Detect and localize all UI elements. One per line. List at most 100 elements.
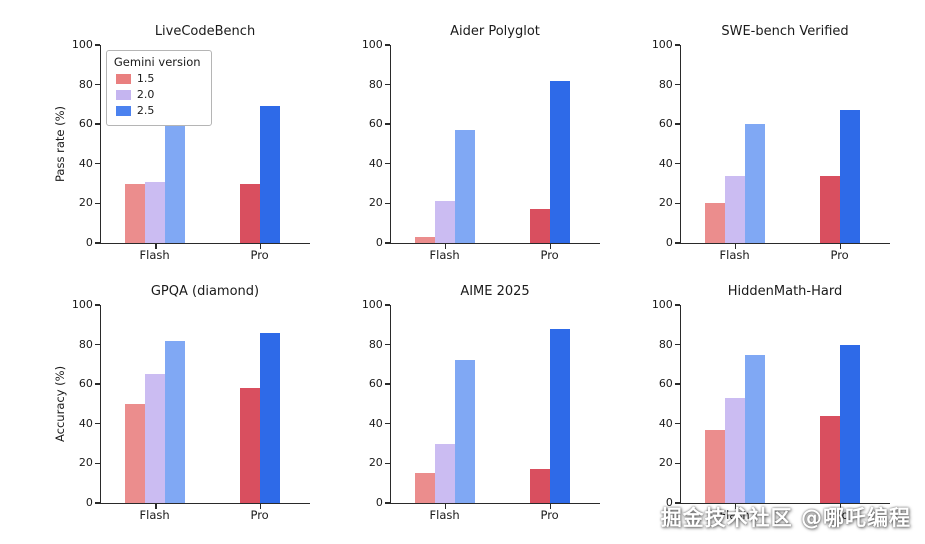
y-tick-mark — [94, 123, 100, 125]
y-tick-label: 20 — [368, 456, 383, 470]
y-tick-label: 20 — [658, 456, 673, 470]
y-tick-mark — [94, 163, 100, 165]
y-tick-label: 80 — [368, 77, 383, 91]
bar-pro-2.5 — [259, 332, 280, 503]
y-tick-mark — [674, 163, 680, 165]
legend: Gemini version 1.5 2.0 2.5 — [105, 50, 212, 126]
y-tick-mark — [384, 343, 390, 346]
legend-label: 2.5 — [136, 104, 155, 117]
y-axis-label — [632, 45, 648, 243]
plot-area — [94, 304, 310, 509]
bar-pro-1.5 — [239, 388, 260, 503]
y-tick-label: 20 — [658, 196, 673, 210]
bar-flash-2.0 — [725, 175, 746, 243]
chart-body: 0 20 40 60 80 100 — [632, 39, 890, 249]
x-axis: Flash Pro — [390, 504, 600, 522]
y-tick-label: 60 — [368, 117, 383, 131]
y-tick-label: 80 — [658, 77, 673, 91]
y-tick-label: 20 — [78, 196, 93, 210]
bar-flash-2.5 — [165, 122, 186, 243]
y-tick-label: 40 — [368, 416, 383, 430]
bar-pro-2.5 — [549, 328, 570, 503]
chart-panel: SWE-bench Verified 0 20 40 60 80 100 Flash Pro — [632, 24, 890, 262]
y-tick-mark — [674, 202, 680, 204]
y-tick-label: 80 — [368, 337, 383, 351]
bar-pro-1.5 — [819, 175, 840, 243]
bar-pro-2.5 — [839, 110, 860, 243]
y-axis: 0 20 40 60 80 100 — [68, 39, 100, 249]
watermark-text: 掘金技术社区 @哪吒编程 — [660, 506, 911, 530]
x-tick-label: Flash — [719, 508, 750, 522]
x-axis: Flash Pro — [680, 244, 890, 262]
y-tick-label: 40 — [658, 156, 673, 170]
y-tick-label: 60 — [658, 377, 673, 391]
y-tick-label: 100 — [651, 298, 673, 311]
x-tick-label: Pro — [540, 508, 559, 522]
y-tick-label: 0 — [665, 236, 673, 249]
x-tick-mark — [549, 244, 552, 249]
y-tick-label: 40 — [658, 416, 673, 430]
y-tick-label: 0 — [665, 496, 673, 509]
legend-entry: 2.5 — [115, 104, 201, 117]
chart-body: 0 20 40 60 80 100 — [342, 299, 600, 509]
x-tick-label: Pro — [250, 248, 269, 262]
x-axis: Flash Pro — [390, 244, 600, 262]
y-tick-mark — [674, 423, 680, 425]
bar-flash-1.5 — [705, 429, 726, 503]
y-tick-label: 20 — [368, 196, 383, 210]
chart-title: SWE-bench Verified — [721, 24, 849, 39]
x-axis: Flash Pro — [100, 244, 310, 262]
y-axis: 0 20 40 60 80 100 — [648, 39, 680, 249]
plot-area — [674, 44, 890, 249]
x-tick-label: Flash — [139, 508, 170, 522]
y-tick-mark — [384, 123, 390, 125]
x-axis: Flash Pro — [100, 504, 310, 522]
x-tick-mark — [259, 244, 262, 249]
x-tick-label: Flash — [429, 248, 460, 262]
y-tick-mark — [384, 83, 390, 86]
plot-area: Gemini version 1.5 2.0 2.5 — [94, 44, 310, 249]
x-tick-label: Flash — [139, 248, 170, 262]
y-axis: 0 20 40 60 80 100 — [648, 299, 680, 509]
bar-flash-2.5 — [455, 360, 476, 503]
x-tick-label: Flash — [429, 508, 460, 522]
bar-flash-2.0 — [145, 181, 166, 243]
y-tick-label: 100 — [651, 38, 673, 51]
y-tick-label: 60 — [78, 377, 93, 391]
x-tick-mark — [735, 504, 737, 509]
y-tick-label: 80 — [78, 337, 93, 351]
x-tick-mark — [549, 504, 552, 509]
bar-pro-1.5 — [529, 209, 550, 243]
chart-body: Accuracy (%) 0 20 40 60 80 100 — [52, 299, 310, 509]
y-tick-mark — [94, 423, 100, 425]
y-tick-mark — [384, 383, 390, 385]
chart-title: Aider Polyglot — [450, 24, 540, 39]
y-tick-mark — [94, 44, 100, 46]
chart-title: GPQA (diamond) — [150, 284, 260, 299]
y-tick-label: 0 — [375, 496, 383, 509]
chart-panel: Aider Polyglot 0 20 40 60 80 100 Flash Pro — [342, 24, 600, 262]
y-tick-mark — [94, 242, 100, 244]
bar-pro-2.5 — [259, 106, 280, 243]
y-tick-mark — [94, 202, 100, 204]
figure-grid: LiveCodeBench Pass rate (%) 0 20 40 60 80 100… — [52, 24, 890, 522]
y-tick-mark — [674, 343, 680, 346]
y-tick-mark — [674, 242, 680, 244]
legend-label: 1.5 — [136, 72, 155, 85]
bar-pro-1.5 — [529, 469, 550, 503]
x-tick-mark — [445, 504, 447, 509]
y-tick-mark — [384, 242, 390, 244]
bar-flash-1.5 — [125, 404, 146, 503]
y-tick-label: 0 — [375, 236, 383, 249]
x-tick-mark — [259, 504, 262, 509]
bar-pro-1.5 — [239, 183, 260, 243]
x-axis: Flash Pro — [680, 504, 890, 522]
bar-flash-2.5 — [745, 354, 766, 503]
plot-area — [674, 304, 890, 509]
x-tick-mark — [155, 244, 157, 249]
legend-swatch — [115, 105, 131, 116]
bar-flash-2.0 — [435, 443, 456, 503]
bar-flash-1.5 — [415, 473, 436, 503]
legend-entry: 1.5 — [115, 72, 201, 85]
y-axis: 0 20 40 60 80 100 — [358, 39, 390, 249]
